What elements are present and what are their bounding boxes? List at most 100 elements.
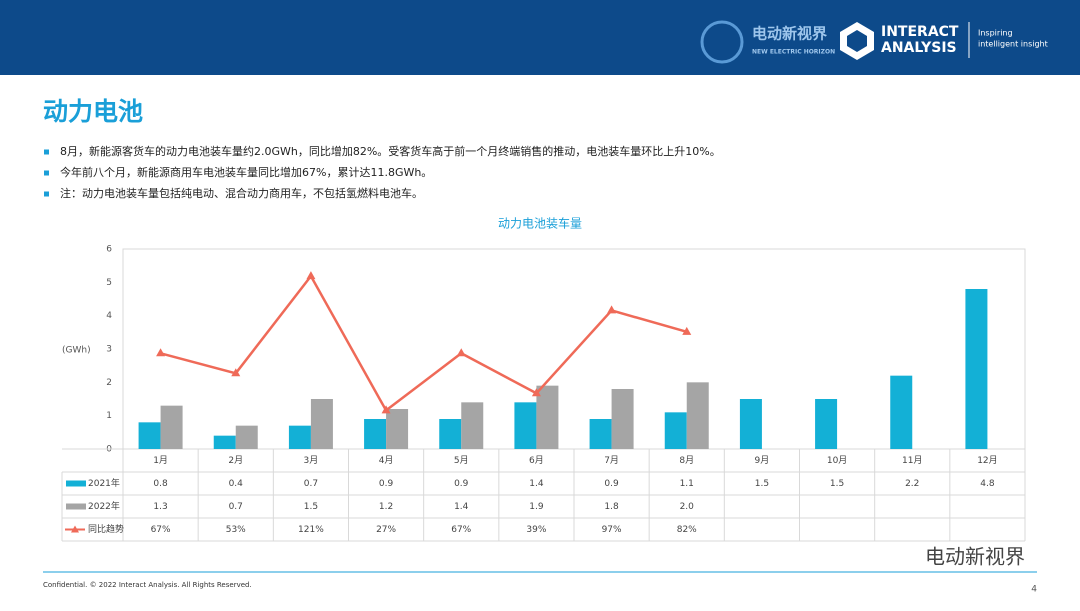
company-logo-inner [847,30,867,52]
company-name: INTERACT [881,24,959,40]
table-value: 1.9 [529,502,544,512]
bar [611,389,634,449]
x-tick-label: 2月 [228,455,243,466]
trend-marker [531,388,541,397]
bar [514,402,537,449]
table-value: 1.5 [304,502,318,512]
table-value: 67% [451,525,471,535]
y-tick-label: 1 [106,411,112,421]
bullet-marker [44,149,49,155]
bullet-marker [44,191,49,197]
watermark: 电动新视界 [925,545,1025,569]
x-tick-label: 12月 [977,455,997,466]
chart: 01234561月2月3月4月5月6月7月8月9月10月11月12月2021年0… [61,245,1026,542]
brand-logo [700,20,744,64]
bar [439,419,462,449]
trend-marker [231,368,241,377]
trend-line [160,273,688,413]
trend-marker [156,348,166,357]
bullets: 8月，新能源客货车的动力电池装车量约2.0GWh，同比增加82%。受客货车高于前… [44,144,721,200]
tagline: Inspiring [978,29,1013,38]
bar [213,435,236,449]
x-tick-label: 8月 [679,455,694,466]
table-value: 121% [298,525,324,535]
table-value: 1.8 [604,502,619,512]
page-title: 动力电池 [43,97,143,126]
table-value: 1.4 [529,479,544,489]
table-value: 1.5 [755,479,769,489]
y-tick-label: 5 [106,278,112,288]
table-value: 1.2 [379,502,393,512]
bullet-text: 注：动力电池装车量包括纯电动、混合动力商用车，不包括氢燃料电池车。 [60,186,423,200]
table-value: 0.8 [153,479,168,489]
x-tick-label: 4月 [379,455,394,466]
copyright: Confidential. © 2022 Interact Analysis. … [43,581,252,589]
y-tick-label: 3 [106,345,112,355]
table-value: 1.3 [153,502,167,512]
x-tick-label: 3月 [304,455,319,466]
bar [386,409,409,449]
trend-marker [682,326,692,335]
x-tick-label: 9月 [755,455,770,466]
bar [815,399,838,449]
bullet-marker [44,170,49,176]
bar [664,412,687,449]
bullet-text: 今年前八个月，新能源商用车电池装车量同比增加67%，累计达11.8GWh。 [60,165,432,179]
y-tick-label: 2 [106,378,112,388]
bar [235,425,258,449]
bar [138,422,161,449]
x-tick-label: 11月 [902,455,922,466]
y-tick-label: 6 [106,245,112,255]
table-value: 53% [226,525,246,535]
legend-label: 同比趋势 [88,523,124,535]
table-value: 67% [151,525,171,535]
company-name: ANALYSIS [881,40,957,56]
table-value: 97% [602,525,622,535]
trend-marker [607,305,617,314]
table-value: 82% [677,525,697,535]
table-value: 4.8 [980,479,995,489]
legend-label: 2022年 [88,500,120,512]
x-tick-label: 6月 [529,455,544,466]
legend-swatch [66,503,86,510]
page-number: 4 [1031,585,1037,595]
y-tick-label: 4 [106,311,112,321]
bar [686,382,709,449]
bar [310,399,333,449]
legend-swatch [66,480,86,487]
table-value: 0.9 [454,479,469,489]
bar [739,399,762,449]
table-value: 0.4 [229,479,244,489]
x-tick-label: 7月 [604,455,619,466]
brand-en: NEW ELECTRIC HORIZON [752,49,835,56]
trend-marker [456,348,466,357]
bar [965,289,988,449]
bar [461,402,484,449]
header-bar [0,0,1080,75]
table-value: 39% [526,525,546,535]
y-axis-label: (GWh) [62,346,91,356]
bar [890,375,913,449]
x-tick-label: 1月 [153,455,168,466]
bar [536,385,559,449]
bar [160,405,183,449]
brand-cn: 电动新视界 [752,25,827,43]
bar [288,425,311,449]
table-value: 0.9 [379,479,394,489]
legend-marker [71,525,79,533]
bar [364,419,387,449]
table-value: 0.7 [304,479,318,489]
bar [589,419,612,449]
table-value: 2.0 [680,502,695,512]
x-tick-label: 5月 [454,455,469,466]
legend-label: 2021年 [88,477,120,489]
trend-marker [306,271,316,280]
table-value: 27% [376,525,396,535]
bullet-text: 8月，新能源客货车的动力电池装车量约2.0GWh，同比增加82%。受客货车高于前… [60,144,721,158]
table-value: 0.9 [604,479,619,489]
table-value: 1.4 [454,502,469,512]
tagline: intelligent insight [978,40,1048,49]
table-value: 1.1 [680,479,694,489]
